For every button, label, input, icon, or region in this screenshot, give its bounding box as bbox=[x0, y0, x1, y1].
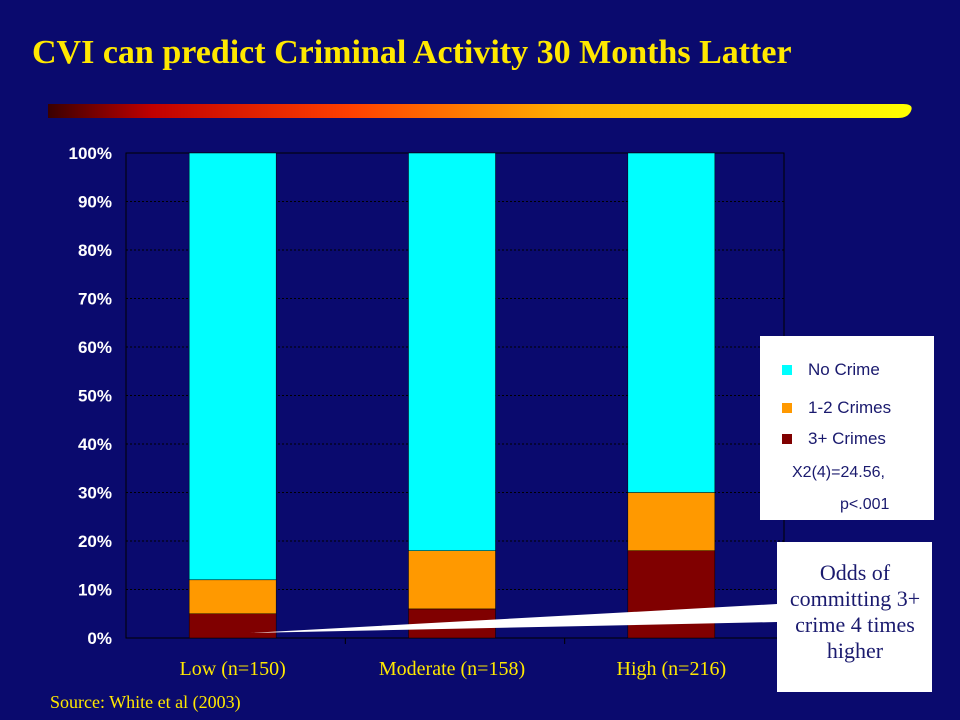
y-tick-label: 90% bbox=[78, 193, 112, 212]
chi-square-stat: X2(4)=24.56, bbox=[792, 464, 885, 481]
x-tick-label: High (n=216) bbox=[617, 658, 727, 680]
legend-label-3-plus-crimes: 3+ Crimes bbox=[808, 429, 886, 448]
x-tick-label: Low (n=150) bbox=[180, 658, 286, 680]
y-tick-label: 60% bbox=[78, 338, 112, 357]
source-note: Source: White et al (2003) bbox=[50, 692, 241, 712]
y-tick-label: 100% bbox=[69, 144, 112, 163]
bar-1-2-crimes bbox=[627, 492, 716, 551]
y-tick-label: 10% bbox=[78, 581, 112, 600]
title-underline-swoosh bbox=[48, 104, 912, 118]
legend-swatch-no-crime bbox=[782, 365, 792, 375]
bar-1-2-crimes bbox=[188, 579, 277, 614]
y-tick-label: 30% bbox=[78, 484, 112, 503]
y-tick-label: 40% bbox=[78, 435, 112, 454]
legend-item-1-2-crimes: 1-2 Crimes bbox=[782, 398, 891, 418]
y-tick-label: 0% bbox=[87, 629, 112, 648]
bar-no-crime bbox=[627, 152, 716, 493]
page-title: CVI can predict Criminal Activity 30 Mon… bbox=[32, 34, 792, 71]
legend-label-no-crime: No Crime bbox=[808, 360, 880, 379]
legend: No Crime 1-2 Crimes 3+ Crimes X2(4)=24.5… bbox=[760, 336, 934, 520]
legend-item-no-crime: No Crime bbox=[782, 360, 880, 380]
legend-swatch-3-plus-crimes bbox=[782, 434, 792, 444]
callout-text: Odds of committing 3+ crime 4 times high… bbox=[789, 560, 921, 663]
y-tick-label: 80% bbox=[78, 241, 112, 260]
y-tick-label: 20% bbox=[78, 532, 112, 551]
y-tick-label: 70% bbox=[78, 290, 112, 309]
bar-no-crime bbox=[408, 152, 496, 551]
x-tick-label: Moderate (n=158) bbox=[379, 658, 525, 680]
y-tick-label: 50% bbox=[78, 387, 112, 406]
bar-1-2-crimes bbox=[408, 550, 496, 610]
p-value: p<.001 bbox=[840, 496, 890, 513]
bar-no-crime bbox=[188, 152, 277, 581]
legend-item-3-plus-crimes: 3+ Crimes bbox=[782, 429, 886, 449]
bar-3-crimes bbox=[188, 613, 277, 639]
legend-label-1-2-crimes: 1-2 Crimes bbox=[808, 398, 892, 417]
legend-swatch-1-2-crimes bbox=[782, 403, 792, 413]
